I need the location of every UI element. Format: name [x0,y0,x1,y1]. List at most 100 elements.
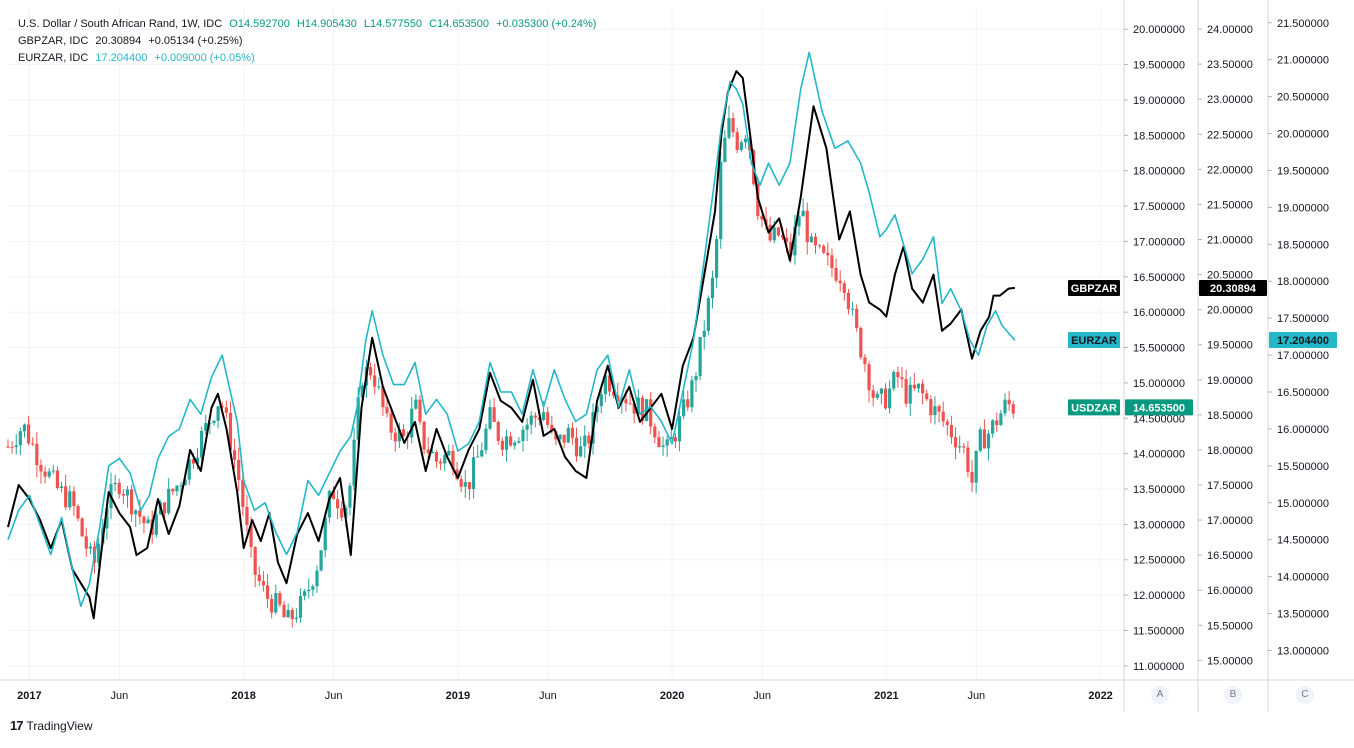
candle-body [298,595,303,618]
candle-body [125,489,130,496]
candle-body [447,450,451,456]
candle-body [224,407,228,413]
candle-body [249,524,253,548]
candle-body [414,399,418,409]
candle-body [818,245,822,247]
candle-body [595,406,599,413]
y-tick-label-c: 15.500000 [1277,461,1329,473]
candle-body [426,449,430,453]
candle-body [245,506,249,525]
legend-eurzar-name: EURZAR, IDC [18,52,89,64]
candle-body [846,292,851,310]
tradingview-brand-label: TradingView [26,718,93,733]
x-tick-label: 2021 [874,690,898,702]
candle-body [59,486,64,489]
candle-body [237,459,241,480]
candle-body [529,415,533,425]
price-tag-name: EURZAR [1071,335,1117,347]
candle-body [492,407,496,422]
candle-body [813,236,818,246]
y-tick-label-a: 17.000000 [1133,236,1185,248]
y-tick-label-c: 17.500000 [1277,313,1329,325]
candle-body [587,435,591,444]
tradingview-brand[interactable]: 17 TradingView [10,718,93,733]
candle-body [195,457,200,464]
candle-body [434,452,439,462]
y-tick-label-a: 16.500000 [1133,272,1185,284]
y-tick-label-c: 19.500000 [1277,165,1329,177]
candle-body [467,482,472,490]
y-tick-label-c: 20.000000 [1277,129,1329,141]
candle-body [294,617,298,620]
x-tick-label: Jun [325,690,343,702]
candle-body [509,436,513,446]
x-tick-label: Jun [539,690,557,702]
candle-body [772,227,776,241]
y-tick-label-b: 23.00000 [1207,94,1253,106]
candle-body [323,517,327,551]
legend-eurzar: EURZAR, IDC 17.204400 +0.009000 (+0.05%) [18,50,600,67]
candle-body [665,439,669,446]
scale-button-c[interactable]: C [1296,686,1314,704]
candle-body [208,423,212,425]
candle-body [789,241,793,256]
scale-button-b[interactable]: B [1224,686,1242,704]
y-tick-label-a: 20.000000 [1133,24,1185,36]
candle-body [949,425,954,438]
price-tag-name: USDZAR [1071,402,1117,414]
candle-body [986,433,991,449]
y-tick-label-b: 22.50000 [1207,129,1253,141]
x-tick-label: Jun [753,690,771,702]
y-tick-label-a: 11.000000 [1133,661,1184,673]
candle-body [550,424,554,432]
candle-body [179,485,183,487]
candle-body [377,386,381,388]
candle-body [385,407,389,414]
candle-body [826,252,830,256]
candle-body [360,385,364,398]
candle-body [962,446,966,448]
y-tick-label-b: 16.50000 [1207,550,1253,562]
x-tick-label: 2020 [660,690,684,702]
y-tick-label-b: 18.00000 [1207,445,1253,457]
candle-body [315,570,319,587]
candle-body [974,450,978,483]
candle-body [822,245,826,253]
candle-body [422,421,426,450]
candle-body [504,436,509,450]
candle-body [55,470,60,489]
candle-body [834,267,838,281]
candle-body [175,485,179,492]
candle-body [888,388,892,409]
candle-body [616,395,620,402]
candle-body [64,486,68,508]
candle-body [546,412,550,425]
y-tick-label-c: 14.000000 [1277,572,1329,584]
y-tick-label-b: 15.50000 [1207,620,1253,632]
candle-body [307,589,311,592]
y-tick-label-c: 18.500000 [1277,239,1329,251]
candle-body [558,434,562,440]
y-tick-label-a: 17.500000 [1133,201,1185,213]
candle-body [1011,404,1015,414]
candle-body [26,424,31,444]
candle-body [533,415,537,418]
candle-body [966,447,970,472]
candle-body [933,406,937,416]
price-tag-value-bg [1125,399,1193,416]
candle-body [669,437,673,440]
candle-body [970,471,974,483]
legend-gbpzar-change: +0.05134 (+0.25%) [148,35,243,47]
candle-body [265,585,270,599]
price-tag-value-bg [1269,331,1337,348]
candle-body [6,446,10,448]
scale-button-a[interactable]: A [1151,686,1169,704]
candle-body [14,445,18,448]
candle-body [727,118,731,138]
candle-body [632,403,636,414]
candle-body [953,437,958,448]
y-tick-label-a: 14.000000 [1133,449,1185,461]
candle-body [327,490,331,518]
candle-body [129,489,134,515]
